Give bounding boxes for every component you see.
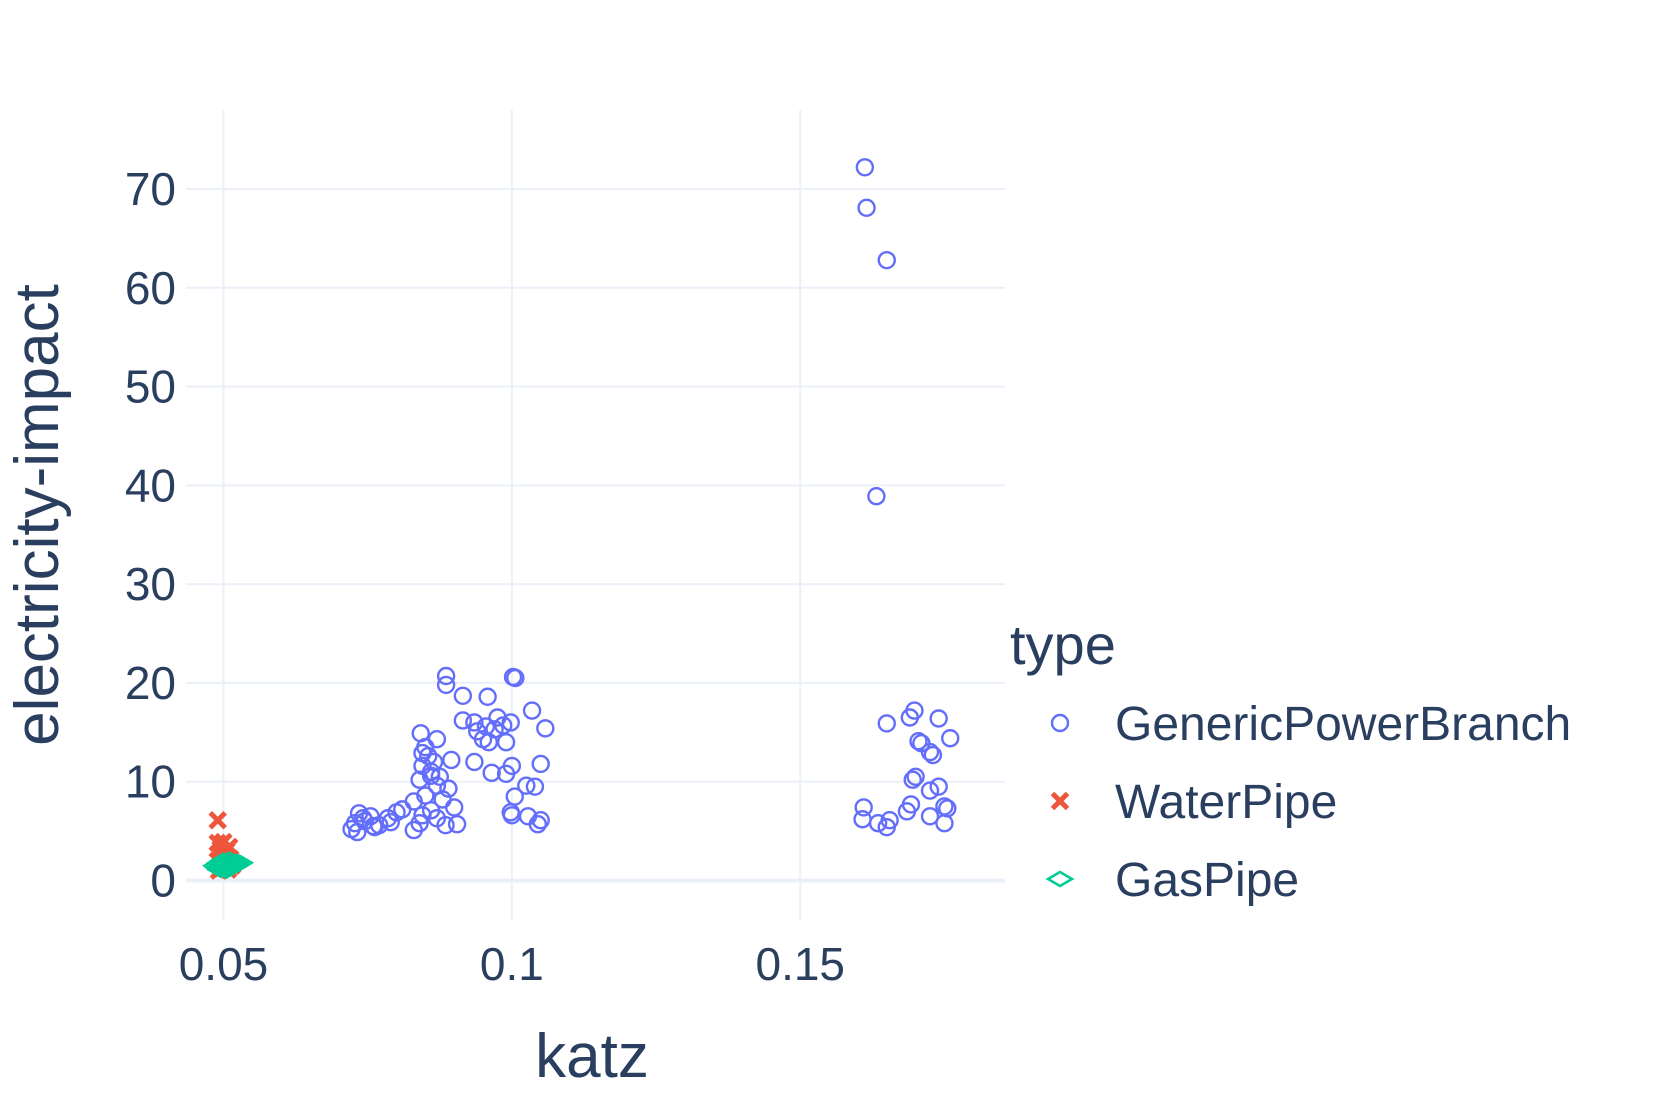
y-tick-label: 20 (125, 657, 176, 709)
data-point (349, 804, 369, 823)
data-point (517, 776, 536, 795)
legend-label: GasPipe (1115, 854, 1299, 907)
x-tick-label: 0.15 (755, 938, 845, 990)
x-axis-title: katz (535, 1022, 649, 1091)
legend-label: GenericPowerBranch (1115, 698, 1571, 751)
data-point (920, 781, 940, 800)
series-GenericPowerBranch (342, 158, 960, 842)
data-point (365, 817, 384, 837)
legend-marker (1050, 713, 1070, 733)
data-point (501, 713, 520, 732)
series-GasPipe (201, 851, 255, 880)
data-point (421, 766, 441, 785)
data-point (410, 770, 429, 789)
y-tick-label: 60 (125, 262, 176, 314)
y-tick-label: 10 (125, 756, 176, 808)
legend-marker (1050, 791, 1070, 811)
data-point (453, 711, 473, 730)
data-point (929, 709, 948, 728)
data-point (225, 854, 255, 872)
data-point (439, 779, 458, 798)
data-point (854, 798, 873, 817)
data-point (361, 807, 380, 826)
legend-item[interactable]: GenericPowerBranch (1050, 698, 1571, 751)
data-point (531, 754, 550, 774)
data-point (877, 817, 896, 837)
data-point (436, 675, 456, 695)
data-point (531, 811, 550, 830)
legend: type GenericPowerBranch WaterPipe GasPipe (1010, 613, 1571, 907)
data-point (436, 815, 455, 835)
data-point (903, 770, 922, 789)
legend-item[interactable]: GasPipe (1045, 854, 1299, 907)
y-tick-label: 0 (150, 854, 176, 906)
data-point (528, 814, 548, 834)
data-point (479, 732, 498, 752)
data-point (433, 790, 452, 809)
data-point (430, 767, 449, 786)
data-point (935, 813, 954, 833)
x-tick-label: 0.1 (480, 938, 544, 990)
data-point (447, 814, 467, 834)
data-point (877, 250, 896, 270)
data-point (442, 750, 461, 770)
data-point (482, 763, 501, 783)
data-point (906, 767, 925, 786)
data-point (867, 487, 886, 506)
data-points (201, 158, 960, 880)
data-point (404, 820, 424, 840)
data-point (208, 810, 227, 830)
data-point (868, 813, 888, 833)
y-tick-label: 70 (125, 163, 176, 215)
data-point (465, 713, 484, 732)
data-point (857, 198, 876, 217)
data-point (525, 777, 545, 796)
data-point (900, 708, 920, 727)
data-point (920, 742, 940, 762)
y-axis-ticks: 0 10 20 30 40 50 60 70 (125, 163, 176, 906)
gridlines (186, 110, 1005, 920)
data-point (496, 764, 516, 784)
data-point (941, 729, 960, 748)
x-axis-ticks: 0.05 0.1 0.15 (179, 938, 845, 990)
data-point (923, 745, 943, 765)
data-point (348, 822, 367, 842)
data-point (506, 668, 525, 688)
data-point (208, 852, 239, 870)
data-point (478, 687, 497, 706)
legend-marker (1045, 870, 1075, 888)
data-point (496, 732, 516, 752)
data-point (413, 743, 432, 763)
y-tick-label: 50 (125, 361, 176, 413)
legend-item[interactable]: WaterPipe (1050, 776, 1338, 829)
data-point (465, 752, 484, 772)
y-axis-title: electricity-impact (3, 284, 72, 746)
y-tick-label: 40 (125, 459, 176, 511)
data-point (522, 701, 542, 720)
x-tick-label: 0.05 (179, 938, 269, 990)
legend-title: type (1010, 613, 1116, 676)
data-point (436, 666, 456, 686)
data-point (536, 719, 555, 738)
data-point (381, 813, 400, 832)
legend-label: WaterPipe (1115, 776, 1337, 829)
data-point (920, 807, 940, 826)
data-point (214, 851, 244, 869)
data-point (897, 802, 917, 821)
data-point (929, 777, 948, 796)
data-point (855, 158, 875, 177)
data-point (453, 686, 473, 705)
y-tick-label: 30 (125, 558, 176, 610)
data-point (877, 714, 896, 733)
data-point (909, 732, 928, 751)
